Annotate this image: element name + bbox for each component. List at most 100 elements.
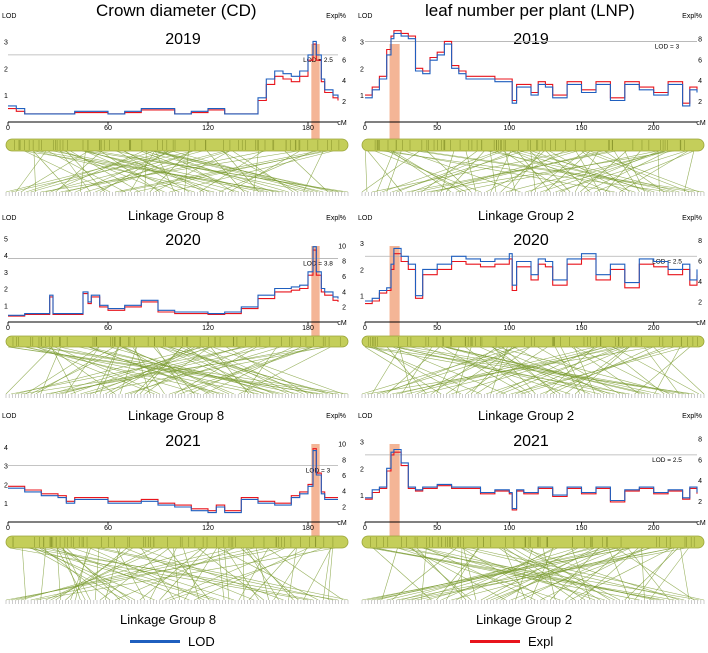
y-axis-label-lod: LOD (358, 413, 372, 420)
marker-link (624, 547, 679, 601)
y-tick-label: 1 (360, 93, 364, 100)
marker-link (411, 547, 590, 601)
marker-link (218, 547, 319, 601)
marker-link (396, 346, 685, 395)
marker-link (381, 346, 505, 395)
marker-link (95, 150, 344, 193)
lod-series-line (8, 40, 339, 115)
marker-link (421, 346, 617, 395)
marker-link (284, 150, 329, 193)
threshold-label: LOD = 3.8 (303, 260, 333, 267)
y-axis-label-lod: LOD (2, 413, 16, 420)
marker-link (40, 346, 349, 395)
x-tick-label: 120 (202, 325, 214, 332)
marker-link (387, 150, 467, 193)
marker-link (201, 346, 304, 395)
marker-link (653, 346, 705, 395)
marker-link (470, 346, 513, 395)
legend-lod-swatch (130, 640, 180, 643)
marker-link (396, 547, 674, 601)
marker-link (422, 547, 605, 601)
marker-link (589, 150, 700, 193)
lod-series-line (8, 246, 339, 316)
marker-link (451, 547, 652, 601)
marker-link (163, 150, 235, 193)
marker-link (33, 150, 37, 193)
expl-series-line (365, 253, 698, 305)
marker-link (498, 547, 576, 601)
y-tick-label: 1 (4, 501, 8, 508)
x-tick-label: 50 (433, 325, 441, 332)
marker-link (65, 547, 128, 601)
marker-link (47, 150, 126, 193)
marker-link (243, 547, 245, 601)
marker-link (521, 547, 680, 601)
marker-link (540, 346, 666, 395)
marker-link (366, 346, 653, 395)
marker-link (152, 150, 314, 193)
y2-tick-label: 4 (342, 489, 346, 496)
y2-tick-label: 2 (342, 99, 346, 106)
y-tick-label: 3 (360, 241, 364, 248)
marker-link (643, 346, 680, 395)
marker-link (152, 150, 339, 193)
marker-link (39, 547, 136, 601)
marker-link (267, 547, 344, 601)
marker-link (156, 346, 185, 395)
y-tick-label: 2 (4, 66, 8, 73)
y2-tick-label: 2 (698, 499, 702, 506)
marker-link (79, 346, 299, 395)
marker-link (475, 346, 548, 395)
marker-link (15, 150, 47, 193)
y-axis-label-expl: Expl% (326, 413, 346, 420)
marker-link (373, 547, 675, 601)
x-tick-label: 0 (6, 325, 10, 332)
marker-link (386, 150, 402, 193)
linkage-maps (5, 138, 705, 604)
marker-link (371, 150, 573, 193)
marker-link (364, 346, 442, 395)
y-tick-label: 4 (4, 445, 8, 452)
marker-link (480, 547, 579, 601)
marker-link (25, 150, 155, 193)
marker-link (115, 150, 309, 193)
x-tick-label: 100 (504, 525, 516, 532)
legend-expl-swatch (470, 640, 520, 643)
marker-link (10, 346, 247, 395)
marker-link (537, 346, 620, 395)
linkage-map-cd-2021 (5, 535, 349, 604)
x-tick-label: 50 (433, 525, 441, 532)
year-label: 2019 (513, 31, 549, 48)
marker-link (571, 346, 640, 395)
marker-link (88, 346, 284, 395)
marker-link (70, 547, 91, 601)
chromosome-bar (5, 335, 349, 348)
x-tick-label: 150 (576, 525, 588, 532)
marker-link (36, 346, 155, 395)
marker-link (238, 346, 331, 395)
marker-link (174, 346, 257, 395)
marker-link (225, 346, 309, 395)
linkage-map-lnp-2019 (361, 138, 705, 196)
marker-link (366, 547, 619, 601)
marker-link (493, 346, 536, 395)
chromosome-bar (361, 138, 705, 152)
marker-link (33, 547, 155, 601)
x-tick-label: 0 (363, 525, 367, 532)
legend-expl-label: Expl (528, 634, 554, 649)
marker-link (431, 346, 498, 395)
marker-link (21, 547, 27, 601)
y-axis-label-expl: Expl% (326, 215, 346, 222)
marker-link (361, 346, 518, 395)
linkage-group-label-right-3: Linkage Group 2 (476, 612, 573, 627)
x-axis-unit: cM (696, 520, 706, 527)
y-tick-label: 1 (360, 493, 364, 500)
marker-link (550, 547, 600, 601)
marker-link (23, 150, 284, 193)
marker-link (169, 150, 334, 193)
x-tick-label: 0 (363, 125, 367, 132)
y2-tick-label: 2 (342, 504, 346, 511)
marker-link (35, 346, 115, 395)
marker-link (612, 346, 700, 395)
